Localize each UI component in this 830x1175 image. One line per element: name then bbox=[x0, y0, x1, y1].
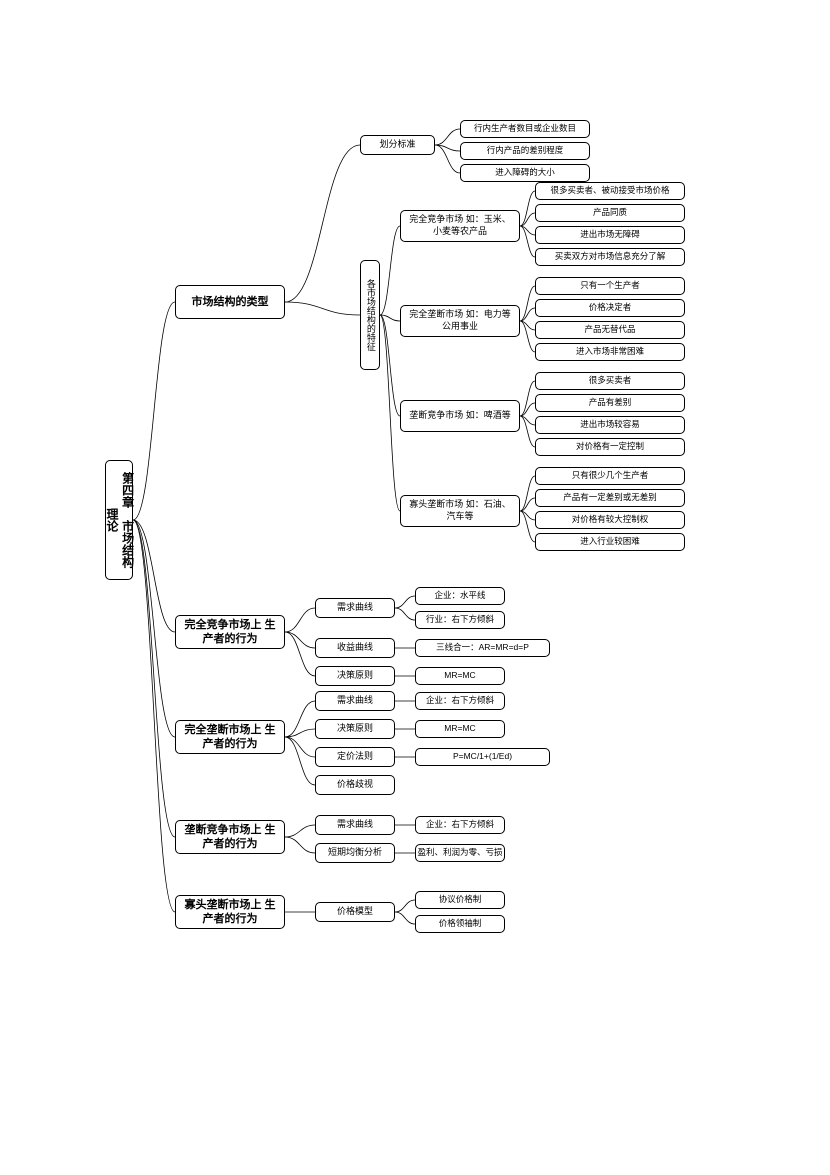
b1-m3: 垄断竞争市场 如：啤酒等 bbox=[400, 400, 520, 432]
b2-c1: 收益曲线 bbox=[315, 638, 395, 658]
b1-m3-3: 对价格有一定控制 bbox=[535, 438, 685, 456]
b3-c1-0: MR=MC bbox=[415, 720, 505, 738]
b1-m3-0: 很多买卖者 bbox=[535, 372, 685, 390]
b2: 完全竞争市场上 生产者的行为 bbox=[175, 615, 285, 649]
b4: 垄断竞争市场上 生产者的行为 bbox=[175, 820, 285, 854]
b1-m1-3: 买卖双方对市场信息充分了解 bbox=[535, 248, 685, 266]
b3-c3: 价格歧视 bbox=[315, 775, 395, 795]
b1-m4-0: 只有很少几个生产者 bbox=[535, 467, 685, 485]
b1-m4-1: 产品有一定差别或无差别 bbox=[535, 489, 685, 507]
b4-c0-0: 企业：右下方倾斜 bbox=[415, 816, 505, 834]
b2-c0-1: 行业：右下方倾斜 bbox=[415, 611, 505, 629]
b1-m4-3: 进入行业较困难 bbox=[535, 533, 685, 551]
b5-c0: 价格模型 bbox=[315, 902, 395, 922]
b1c1-2: 进入障碍的大小 bbox=[460, 164, 590, 182]
b2-c2: 决策原则 bbox=[315, 666, 395, 686]
b1-m2: 完全垄断市场 如：电力等公用事业 bbox=[400, 305, 520, 337]
b1: 市场结构的类型 bbox=[175, 285, 285, 319]
b1-m4-2: 对价格有较大控制权 bbox=[535, 511, 685, 529]
b3-c0-0: 企业：右下方倾斜 bbox=[415, 692, 505, 710]
b3-c2: 定价法则 bbox=[315, 747, 395, 767]
b1c1: 划分标准 bbox=[360, 135, 435, 155]
b2-c1-0: 三线合一：AR=MR=d=P bbox=[415, 639, 550, 657]
b1-m2-0: 只有一个生产者 bbox=[535, 277, 685, 295]
b1-m4: 寡头垄断市场 如：石油、汽车等 bbox=[400, 495, 520, 527]
b1-m3-1: 产品有差别 bbox=[535, 394, 685, 412]
b5: 寡头垄断市场上 生产者的行为 bbox=[175, 895, 285, 929]
b1-m1: 完全竞争市场 如：玉米、小麦等农产品 bbox=[400, 210, 520, 242]
b3: 完全垄断市场上 生产者的行为 bbox=[175, 720, 285, 754]
b1c1-1: 行内产品的差别程度 bbox=[460, 142, 590, 160]
b3-c2-0: P=MC/1+(1/Ed) bbox=[415, 748, 550, 766]
b1-m3-2: 进出市场较容易 bbox=[535, 416, 685, 434]
b2-c0-0: 企业：水平线 bbox=[415, 587, 505, 605]
b1c1-0: 行内生产者数目或企业数目 bbox=[460, 120, 590, 138]
b1-m1-1: 产品同质 bbox=[535, 204, 685, 222]
b1-m2-3: 进入市场非常困难 bbox=[535, 343, 685, 361]
b4-c1: 短期均衡分析 bbox=[315, 843, 395, 863]
b1-m2-2: 产品无替代品 bbox=[535, 321, 685, 339]
root: 第四章 市场结构理论 bbox=[105, 460, 133, 580]
b2-c0: 需求曲线 bbox=[315, 598, 395, 618]
b5-c0-0: 协议价格制 bbox=[415, 891, 505, 909]
b1-m1-0: 很多买卖者、被动接受市场价格 bbox=[535, 182, 685, 200]
b5-c0-1: 价格领袖制 bbox=[415, 915, 505, 933]
b1-m2-1: 价格决定者 bbox=[535, 299, 685, 317]
b2-c2-0: MR=MC bbox=[415, 667, 505, 685]
b3-c1: 决策原则 bbox=[315, 719, 395, 739]
b4-c1-0: 盈利、利润为零、亏损 bbox=[415, 844, 505, 862]
b1-m1-2: 进出市场无障碍 bbox=[535, 226, 685, 244]
b4-c0: 需求曲线 bbox=[315, 815, 395, 835]
b3-c0: 需求曲线 bbox=[315, 691, 395, 711]
b1c2: 各市场结构的特征 bbox=[360, 260, 380, 370]
